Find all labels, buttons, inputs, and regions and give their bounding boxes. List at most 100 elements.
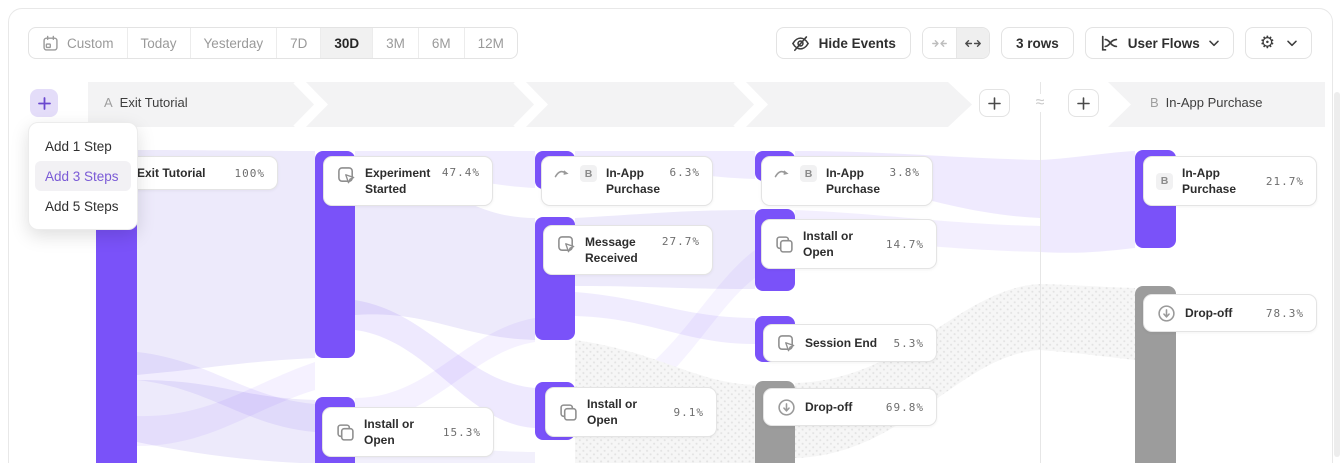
node-session-end[interactable]: Session End 5.3% — [763, 324, 937, 362]
add-step-button[interactable] — [30, 89, 58, 117]
date-range-12m[interactable]: 12M — [465, 28, 517, 58]
date-range-label: Today — [140, 35, 177, 51]
plus-icon — [37, 96, 51, 110]
expand-columns-button[interactable] — [955, 28, 989, 58]
chart-controls: Hide Events 3 rows User Flows ⚙ — [775, 27, 1312, 59]
rows-count-label: 3 rows — [1015, 35, 1059, 51]
gear-icon: ⚙ — [1259, 32, 1275, 53]
menu-item-label: Add 3 Steps — [45, 168, 119, 184]
collapse-columns-button[interactable] — [922, 28, 956, 58]
hide-events-label: Hide Events — [818, 35, 896, 51]
collapse-expand-toggle — [921, 27, 990, 59]
calendar-icon — [42, 35, 59, 52]
node-in-app-purchase-21[interactable]: B In-App Purchase 21.7% — [1143, 156, 1317, 206]
node-label: Exit Tutorial — [137, 166, 206, 180]
date-range-7d[interactable]: 7D — [277, 28, 322, 58]
drop-off-icon — [776, 397, 796, 417]
date-range-30d[interactable]: 30D — [321, 28, 374, 58]
add-step-menu: Add 1 Step Add 3 Steps Add 5 Steps — [28, 122, 138, 230]
node-in-app-purchase-3[interactable]: B In-App Purchase 3.8% — [761, 156, 933, 206]
node-label: In-App Purchase — [826, 166, 881, 196]
node-label: Drop-off — [1185, 306, 1233, 320]
node-drop-off-78[interactable]: Drop-off 78.3% — [1143, 294, 1317, 332]
node-percent: 78.3% — [1265, 306, 1304, 320]
hide-events-button[interactable]: Hide Events — [775, 27, 911, 59]
node-label: Session End — [805, 336, 878, 350]
node-drop-off-69[interactable]: Drop-off 69.8% — [763, 388, 937, 426]
date-range-3m[interactable]: 3M — [373, 28, 419, 58]
node-label: Install or Open — [803, 229, 854, 259]
step-b-badge: B — [1150, 95, 1159, 110]
node-label: Drop-off — [805, 400, 853, 414]
vertical-scrollbar[interactable] — [1334, 92, 1340, 457]
node-exit-tutorial[interactable]: Exit Tutorial 100% — [124, 156, 278, 190]
date-range-custom[interactable]: Custom — [29, 28, 128, 58]
date-range-label: 12M — [477, 35, 504, 51]
node-label: In-App Purchase — [606, 166, 661, 196]
view-selector-button[interactable]: User Flows — [1084, 27, 1234, 59]
append-step-a-button[interactable] — [979, 89, 1010, 117]
menu-item-add-1-step[interactable]: Add 1 Step — [35, 131, 131, 161]
menu-item-label: Add 1 Step — [45, 138, 112, 154]
chevron-down-icon — [1287, 40, 1297, 46]
node-percent: 27.7% — [661, 235, 700, 248]
node-percent: 3.8% — [889, 166, 920, 179]
expand-icon — [965, 39, 981, 47]
date-range-label: 7D — [290, 35, 308, 51]
step-a-header[interactable]: A Exit Tutorial — [104, 95, 188, 110]
plus-icon — [988, 96, 1001, 110]
prepend-step-b-button[interactable] — [1068, 89, 1099, 117]
date-range-label: Yesterday — [203, 35, 264, 51]
node-label: Message Received — [585, 235, 638, 265]
step-a-badge: A — [104, 95, 113, 110]
menu-item-add-5-steps[interactable]: Add 5 Steps — [35, 191, 131, 221]
node-percent: 21.7% — [1265, 174, 1304, 188]
step-b-label: In-App Purchase — [1165, 95, 1263, 110]
node-message-received[interactable]: Message Received 27.7% — [543, 225, 713, 275]
collapse-icon — [932, 39, 947, 47]
trend-arrow-icon — [554, 165, 571, 179]
node-install-or-open-15[interactable]: Install or Open 15.3% — [322, 407, 494, 457]
install-app-icon — [558, 402, 578, 422]
step-b-header[interactable]: B In-App Purchase — [1150, 95, 1263, 110]
node-percent: 5.3% — [893, 336, 924, 350]
node-in-app-purchase-6[interactable]: B In-App Purchase 6.3% — [541, 156, 713, 206]
click-event-icon — [556, 234, 576, 254]
click-event-icon — [336, 165, 356, 185]
date-range-label: 30D — [334, 35, 360, 51]
settings-button[interactable]: ⚙ — [1244, 27, 1312, 59]
trend-arrow-icon — [774, 165, 791, 179]
node-label: In-App Purchase — [1182, 166, 1237, 196]
node-percent: 69.8% — [885, 400, 924, 414]
node-install-or-open-9[interactable]: Install or Open 9.1% — [545, 387, 717, 437]
step-b-badge: B — [580, 165, 597, 182]
node-experiment-started[interactable]: Experiment Started 47.4% — [323, 156, 493, 206]
step-b-badge: B — [1156, 172, 1173, 190]
view-selector-label: User Flows — [1127, 35, 1200, 51]
menu-item-add-3-steps[interactable]: Add 3 Steps — [35, 161, 131, 191]
node-percent: 47.4% — [441, 166, 480, 179]
step-b-badge: B — [800, 165, 817, 182]
plus-icon — [1077, 96, 1090, 110]
node-percent: 15.3% — [442, 425, 481, 439]
date-range-label: 6M — [431, 35, 451, 51]
rows-count-button[interactable]: 3 rows — [1000, 27, 1074, 59]
approx-gap-symbol: ≈ — [1026, 94, 1054, 112]
node-percent: 100% — [234, 166, 265, 180]
date-range-label: 3M — [386, 35, 405, 51]
date-range-6m[interactable]: 6M — [419, 28, 465, 58]
node-install-or-open-14[interactable]: Install or Open 14.7% — [761, 219, 937, 269]
drop-off-icon — [1156, 303, 1176, 323]
click-event-icon — [776, 333, 796, 353]
node-label: Install or Open — [364, 417, 415, 447]
node-percent: 6.3% — [669, 166, 700, 179]
date-range-label: Custom — [67, 35, 114, 51]
date-range-selector: Custom Today Yesterday 7D 30D 3M 6M 12M — [28, 27, 518, 59]
date-range-today[interactable]: Today — [128, 28, 191, 58]
install-app-icon — [774, 234, 794, 254]
node-label: Experiment Started — [365, 166, 431, 196]
date-range-yesterday[interactable]: Yesterday — [191, 28, 278, 58]
node-percent: 9.1% — [673, 405, 704, 419]
node-percent: 14.7% — [885, 237, 924, 251]
